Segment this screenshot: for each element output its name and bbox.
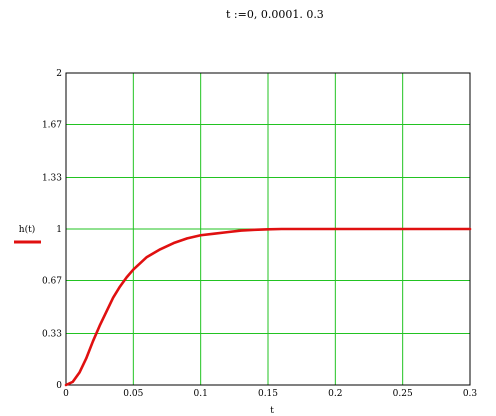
- y-tick-label: 1.67: [42, 120, 62, 130]
- y-tick-label: 0.33: [42, 330, 62, 340]
- y-tick-label: 0.67: [42, 276, 62, 286]
- y-axis-label: h(t): [19, 224, 35, 235]
- y-tick-label: 1.33: [42, 174, 62, 184]
- y-tick-label: 2: [56, 69, 62, 79]
- series-line-h: [64, 227, 472, 387]
- x-tick-label: 0.1: [194, 389, 208, 399]
- x-tick-label: 0.15: [258, 389, 278, 399]
- x-axis-label: t: [270, 406, 274, 416]
- y-tick-labels: 0 0.33 0.67 1 1.33 1.67 2: [42, 69, 62, 391]
- series-layer: [64, 227, 472, 387]
- x-tick-label: 0.25: [393, 389, 413, 399]
- x-tick-labels: 0 0.05 0.1 0.15 0.2 0.25 0.3: [63, 389, 477, 399]
- y-tick-label: 0: [56, 381, 62, 391]
- range-definition: t :=0, 0.0001. 0.3: [226, 8, 324, 21]
- x-tick-label: 0: [63, 389, 69, 399]
- x-tick-label: 0.05: [123, 389, 143, 399]
- y-tick-label: 1: [56, 225, 62, 235]
- x-tick-label: 0.2: [328, 389, 342, 399]
- x-tick-label: 0.3: [463, 389, 478, 399]
